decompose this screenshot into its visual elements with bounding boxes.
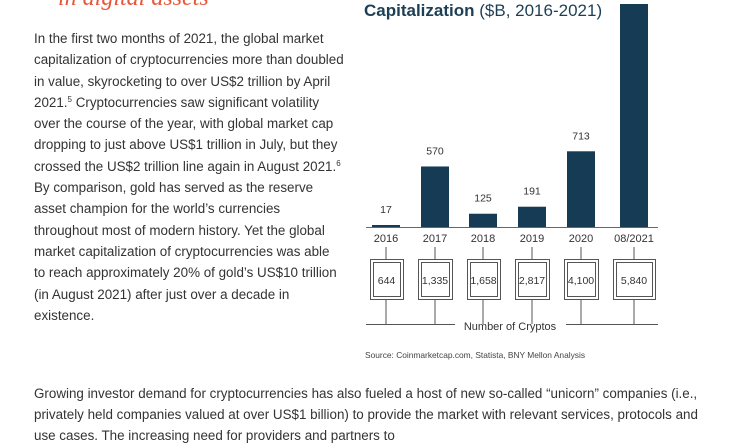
- crypto-count-box: [564, 259, 599, 300]
- source-note: Source: Coinmarketcap.com, Statista, BNY…: [365, 350, 586, 360]
- x-tick-label: 2016: [374, 233, 398, 245]
- chart-title-main: Capitalization: [364, 1, 475, 20]
- body-paragraph: In the first two months of 2021, the glo…: [34, 28, 344, 326]
- crypto-count-label: 2,817: [519, 275, 545, 287]
- section-heading: in digital assets: [58, 0, 209, 10]
- crypto-count-inner-box: [421, 262, 450, 297]
- body-text-part-2: Cryptocurrencies saw significant volatil…: [34, 94, 338, 174]
- body-text-part-3: By comparison, gold has served as the re…: [34, 180, 337, 323]
- footnote-ref-6: 6: [336, 158, 341, 168]
- crypto-count-inner-box: [470, 262, 498, 297]
- crypto-count-box: [467, 259, 501, 300]
- bar-value-label: 191: [523, 186, 541, 198]
- body-paragraph-column: In the first two months of 2021, the glo…: [34, 28, 344, 326]
- crypto-count-inner-box: [518, 262, 547, 297]
- chart-subtitle: ($B, 2016-2021): [479, 1, 603, 20]
- x-tick-label: 2020: [569, 233, 593, 245]
- crypto-count-label: 644: [378, 275, 396, 287]
- crypto-count-inner-box: [373, 262, 401, 297]
- crypto-count-box: [418, 259, 453, 300]
- bar-2017: [421, 166, 449, 227]
- bar-value-label: 713: [572, 130, 590, 142]
- bar-2019: [518, 206, 546, 227]
- crypto-count-inner-box: [567, 262, 596, 297]
- footnote-ref-5: 5: [67, 94, 72, 104]
- body-text-part-1: In the first two months of 2021, the glo…: [34, 31, 344, 110]
- bottom-paragraph-block: Growing investor demand for cryptocurren…: [34, 383, 714, 446]
- bar-2020: [567, 151, 595, 227]
- x-tick-label: 2019: [520, 233, 544, 245]
- bar-value-label: 570: [426, 145, 444, 157]
- crypto-count-box: [515, 259, 550, 300]
- crypto-count-box: [370, 259, 404, 300]
- bar-value-label: 17: [380, 204, 392, 216]
- bar-value-label: 125: [474, 193, 492, 205]
- bar-08/2021: [620, 4, 648, 227]
- bar-2018: [469, 213, 497, 227]
- chart-title: Capitalization ($B, 2016-2021): [364, 1, 602, 21]
- x-tick-label: 2017: [423, 233, 447, 245]
- crypto-count-inner-box: [616, 262, 653, 297]
- crypto-count-label: 4,100: [568, 275, 594, 287]
- secondary-series-label: Number of Cryptos: [464, 321, 557, 333]
- crypto-count-box: [613, 259, 656, 300]
- x-tick-label: 2018: [471, 233, 495, 245]
- bar-2016: [372, 225, 400, 227]
- bottom-paragraph: Growing investor demand for cryptocurren…: [34, 386, 698, 443]
- crypto-count-label: 1,658: [470, 275, 496, 287]
- crypto-count-label: 1,335: [422, 275, 448, 287]
- x-tick-label: 08/2021: [614, 233, 654, 245]
- crypto-count-label: 5,840: [621, 275, 647, 287]
